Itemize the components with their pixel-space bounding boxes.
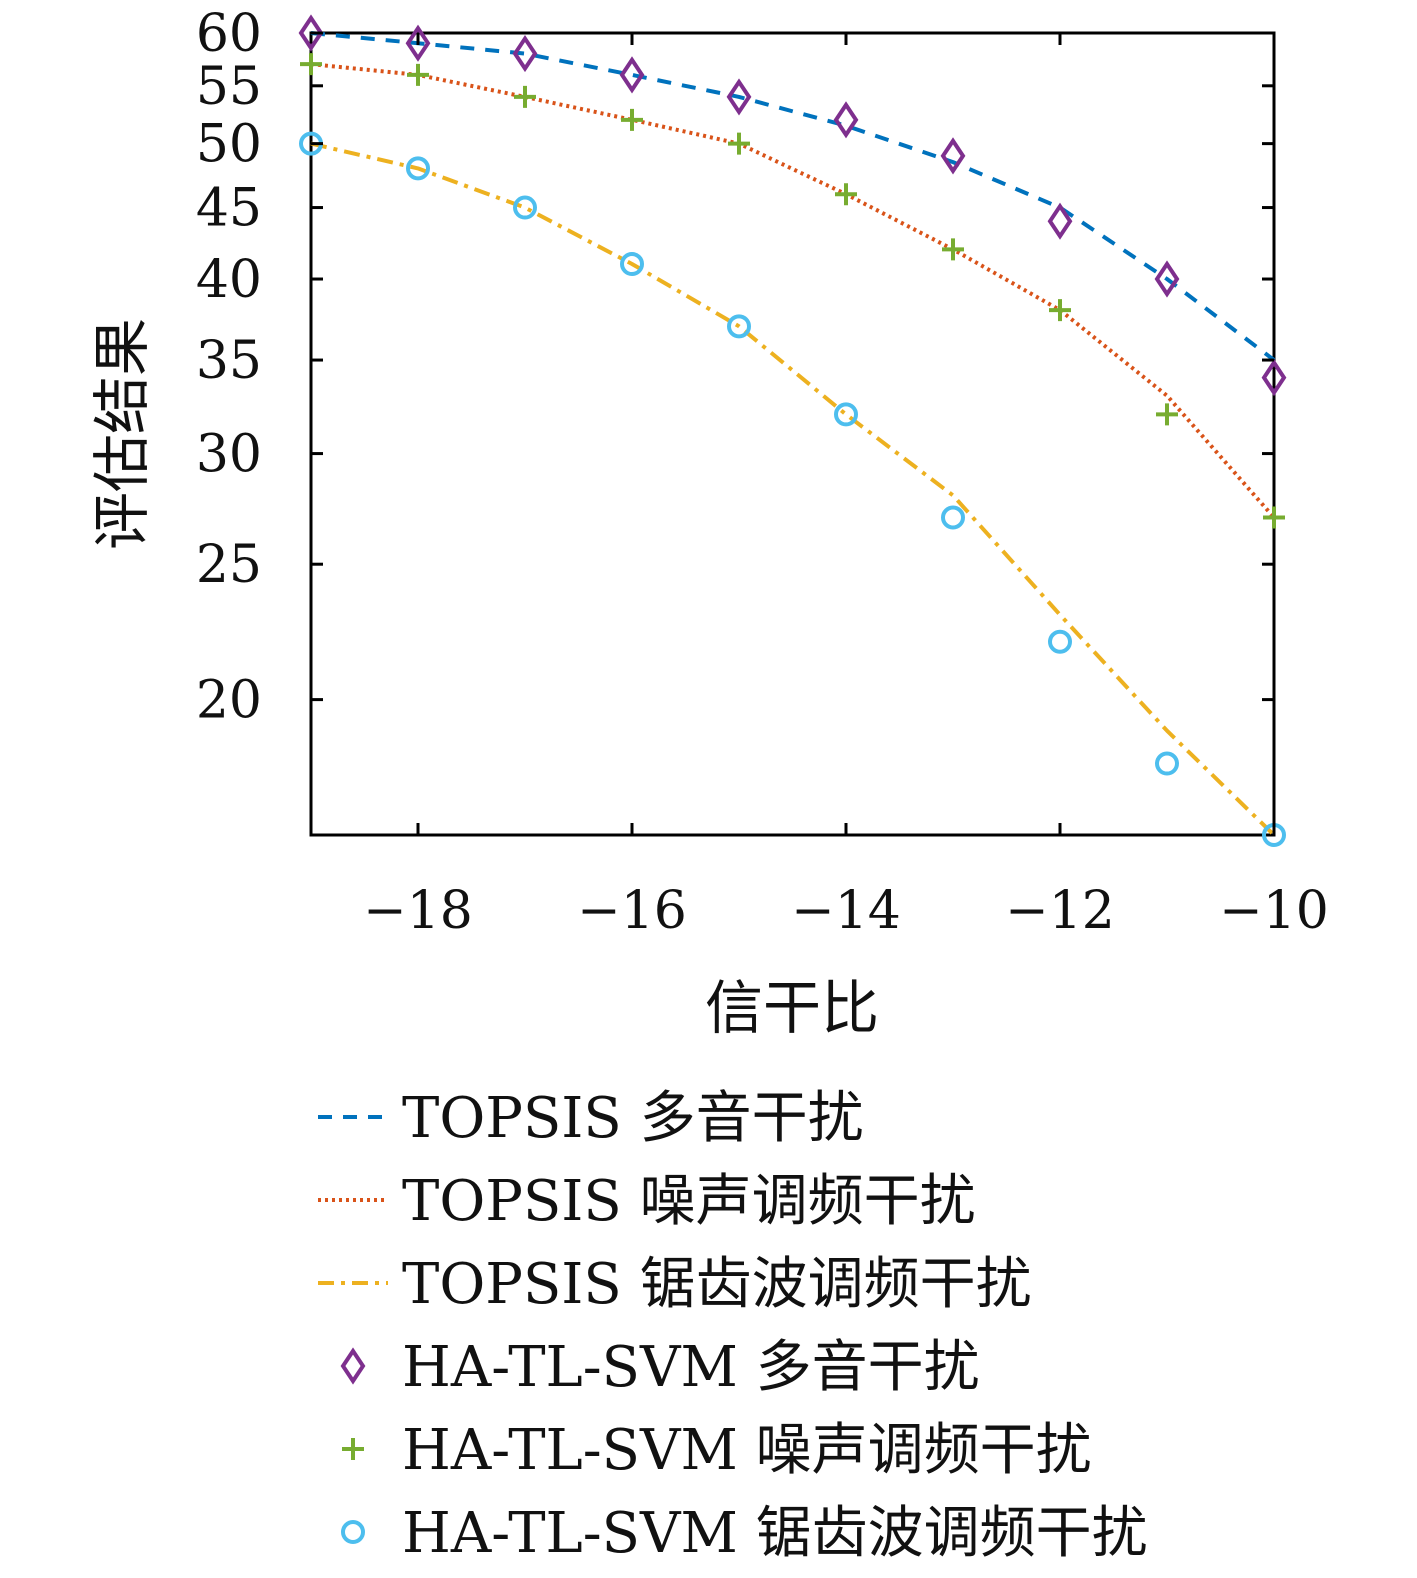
y-tick-label: 55 [196,57,262,117]
plot-area [309,31,1276,837]
series-4-point [940,137,966,175]
series-5-point [300,53,322,76]
legend-label: TOPSIS 噪声调频干扰 [402,1169,976,1234]
x-tick-label: −16 [577,881,687,941]
legend-swatch [342,1438,364,1460]
series-5-point [1156,403,1178,426]
series-4-point [619,56,645,94]
series-4-point [298,14,324,52]
series-4-point [1261,359,1287,397]
series-6-point [941,505,965,530]
series-line-2 [310,62,1276,519]
series-4-point [1047,202,1073,240]
series-5-point [514,85,536,108]
series-5-point [942,238,964,261]
legend-entry: HA-TL-SVM 锯齿波调频干扰 [341,1501,1148,1566]
series-6-point [834,402,858,427]
series-6-point [727,314,751,339]
series-4-point [405,24,431,62]
legend-label: HA-TL-SVM 噪声调频干扰 [402,1418,1092,1483]
y-tick-label: 40 [196,250,262,310]
series-5-point [1049,299,1071,322]
legend-entry: TOPSIS 锯齿波调频干扰 [318,1252,1032,1317]
series-5-point [835,183,857,206]
legend-entry: HA-TL-SVM 多音干扰 [340,1335,980,1400]
y-tick-label: 30 [196,425,262,485]
y-tick-label: 60 [196,4,262,64]
legend-entry: HA-TL-SVM 噪声调频干扰 [342,1418,1092,1483]
y-tick-label: 20 [196,671,262,731]
series-4-point [726,78,752,116]
series-6-point [620,252,644,277]
legend-label: TOPSIS 锯齿波调频干扰 [402,1252,1032,1317]
legend-swatch [341,1520,365,1544]
series-6-point [1155,751,1179,776]
legend-label: HA-TL-SVM 锯齿波调频干扰 [402,1501,1148,1566]
y-tick-label: 25 [196,535,262,595]
series-4-point [512,34,538,73]
series-5-point [621,108,643,131]
x-tick-label: −12 [1005,881,1115,941]
marker-layer [298,14,1287,847]
x-tick-label: −10 [1219,881,1329,941]
series-layer [310,31,1276,837]
series-5-point [728,132,750,155]
x-axis-label: 信干比 [705,974,879,1042]
legend-entry: TOPSIS 多音干扰 [318,1086,864,1151]
series-6-point [406,156,430,181]
y-axis-label: 评估结果 [88,318,156,550]
series-line-1 [310,31,1276,362]
series-6-point [1048,629,1072,654]
legend: TOPSIS 多音干扰 TOPSIS 噪声调频干扰 TOPSIS 锯齿波调频干扰 HA… [318,1086,1148,1566]
y-tick-label: 45 [196,179,262,239]
series-5-point [1263,506,1285,529]
x-tick-label: −14 [791,881,901,941]
legend-label: HA-TL-SVM 多音干扰 [402,1335,980,1400]
legend-label: TOPSIS 多音干扰 [402,1086,864,1151]
legend-swatch [340,1347,366,1385]
series-4-point [1154,260,1180,298]
series-4-point [833,101,859,139]
y-tick-label: 35 [196,331,262,391]
legend-entry: TOPSIS 噪声调频干扰 [318,1169,976,1234]
series-5-point [407,63,429,86]
series-6-point [513,195,537,220]
y-tick-label: 50 [196,115,262,175]
x-tick-label: −18 [363,881,473,941]
